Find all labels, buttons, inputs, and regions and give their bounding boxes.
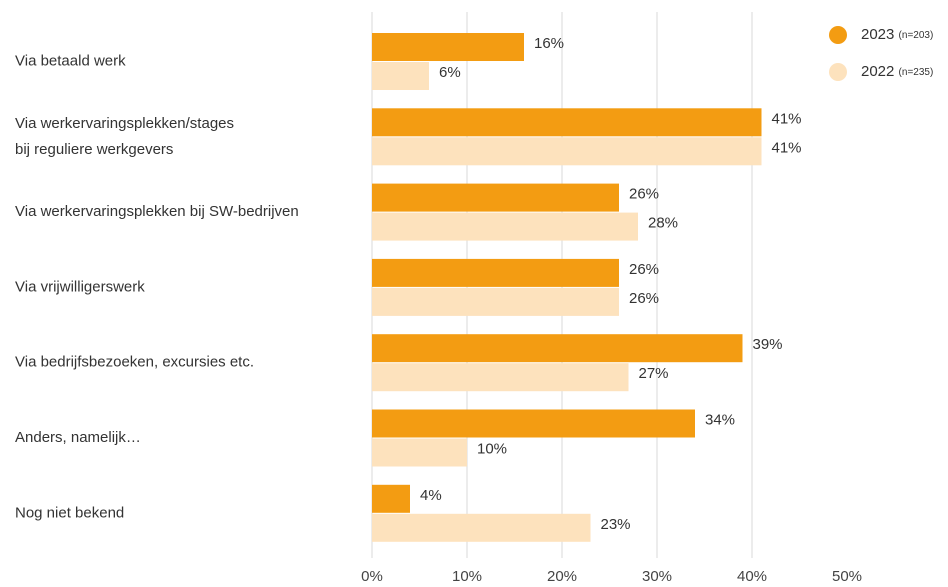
data-label: 23%	[601, 516, 631, 533]
data-label: 26%	[629, 261, 659, 278]
category-label: Via betaald werk	[15, 52, 126, 69]
category-label: Anders, namelijk…	[15, 429, 141, 446]
bar-2022	[372, 212, 638, 241]
bar-2022	[372, 438, 467, 467]
legend-n-label: (n=203)	[899, 30, 934, 41]
x-tick-label: 50%	[832, 568, 862, 585]
bar-2023	[372, 183, 619, 212]
x-tick-label: 20%	[547, 568, 577, 585]
data-label: 34%	[705, 411, 735, 428]
data-label: 6%	[439, 64, 461, 81]
bar-2022	[372, 363, 629, 392]
bar-2022	[372, 287, 619, 316]
data-label: 39%	[753, 336, 783, 353]
data-label: 26%	[629, 186, 659, 203]
data-label: 26%	[629, 290, 659, 307]
bar-2022	[372, 62, 429, 90]
legend-swatch-2022	[829, 63, 847, 81]
category-label: Via werkervaringsplekken bij SW-bedrijve…	[15, 203, 299, 220]
x-tick-label: 30%	[642, 568, 672, 585]
category-label: Nog niet bekend	[15, 504, 124, 521]
x-tick-label: 0%	[361, 568, 383, 585]
category-label: Via vrijwilligerswerk	[15, 278, 145, 295]
data-label: 10%	[477, 440, 507, 457]
category-label: Via bedrijfsbezoeken, excursies etc.	[15, 354, 254, 371]
data-label: 28%	[648, 215, 678, 232]
x-tick-label: 10%	[452, 568, 482, 585]
x-tick-label: 40%	[737, 568, 767, 585]
legend-label: 2023 (n=203)	[861, 26, 933, 43]
data-label: 41%	[772, 110, 802, 127]
data-label: 27%	[639, 365, 669, 382]
category-label: Via werkervaringsplekken/stages	[15, 115, 234, 132]
bar-2023	[372, 258, 619, 287]
bar-2023	[372, 484, 410, 513]
bar-2022	[372, 513, 591, 542]
legend-swatch-2023	[829, 26, 847, 44]
legend-n-label: (n=235)	[899, 67, 934, 78]
bar-2023	[372, 108, 762, 137]
data-label: 4%	[420, 487, 442, 504]
data-label: 41%	[772, 139, 802, 156]
bar-2022	[372, 137, 762, 166]
data-label: 16%	[534, 35, 564, 52]
bar-2023	[372, 334, 743, 363]
bar-2023	[372, 33, 524, 61]
bar-2023	[372, 409, 695, 438]
category-label: bij reguliere werkgevers	[15, 141, 173, 158]
legend-label: 2022 (n=235)	[861, 63, 933, 80]
